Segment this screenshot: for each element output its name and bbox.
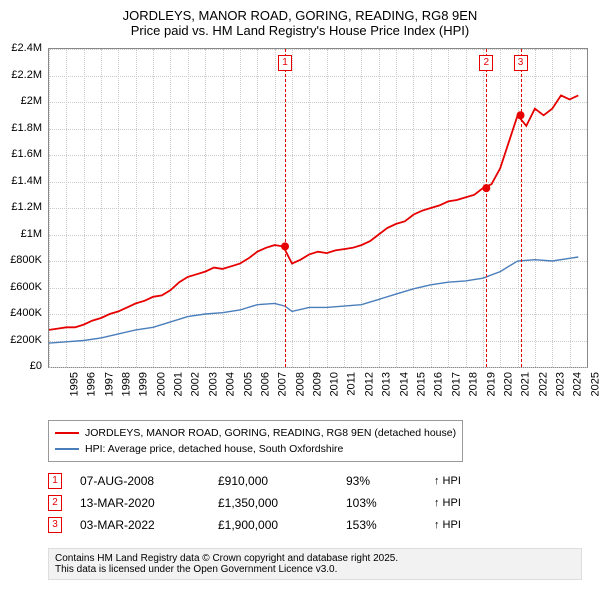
y-axis-label: £1.2M (0, 201, 42, 213)
x-axis-label: 2016 (433, 372, 445, 396)
y-axis-label: £2.4M (0, 42, 42, 54)
x-axis-label: 2009 (311, 372, 323, 396)
x-axis-label: 1996 (86, 372, 98, 396)
legend: JORDLEYS, MANOR ROAD, GORING, READING, R… (48, 420, 463, 462)
legend-swatch (55, 432, 79, 434)
table-trend: ↑ HPI (434, 475, 494, 487)
legend-label: HPI: Average price, detached house, Sout… (85, 443, 343, 455)
marker-vline (486, 49, 487, 367)
x-axis-label: 2000 (155, 372, 167, 396)
x-axis-label: 2015 (416, 372, 428, 396)
marker-box: 3 (514, 55, 528, 71)
table-marker-box: 2 (48, 495, 62, 511)
x-axis-label: 2025 (589, 372, 600, 396)
y-axis-label: £0 (0, 360, 42, 372)
chart-container: JORDLEYS, MANOR ROAD, GORING, READING, R… (0, 0, 600, 590)
x-axis-label: 2005 (242, 372, 254, 396)
y-axis-label: £2.2M (0, 69, 42, 81)
x-axis-label: 1995 (68, 372, 80, 396)
y-axis-label: £600K (0, 281, 42, 293)
x-axis-label: 2003 (207, 372, 219, 396)
y-axis-label: £1M (0, 228, 42, 240)
chart-svg (49, 49, 587, 367)
table-marker-box: 3 (48, 517, 62, 533)
y-axis-label: £1.6M (0, 148, 42, 160)
table-row: 1 07-AUG-2008 £910,000 93% ↑ HPI (48, 470, 494, 492)
x-axis-label: 2022 (537, 372, 549, 396)
chart-subtitle: Price paid vs. HM Land Registry's House … (0, 23, 600, 42)
x-axis-label: 2017 (450, 372, 462, 396)
marker-box: 1 (278, 55, 292, 71)
marker-vline (285, 49, 286, 367)
x-axis-label: 2014 (398, 372, 410, 396)
y-axis-label: £800K (0, 254, 42, 266)
x-axis-label: 2021 (520, 372, 532, 396)
marker-box: 2 (479, 55, 493, 71)
x-axis-label: 2007 (277, 372, 289, 396)
footer-line2: This data is licensed under the Open Gov… (55, 564, 575, 575)
x-axis-label: 1997 (103, 372, 115, 396)
x-axis-label: 2006 (259, 372, 271, 396)
legend-swatch (55, 448, 79, 450)
table-row: 2 13-MAR-2020 £1,350,000 103% ↑ HPI (48, 492, 494, 514)
legend-row: HPI: Average price, detached house, Sout… (55, 441, 456, 457)
legend-label: JORDLEYS, MANOR ROAD, GORING, READING, R… (85, 427, 456, 439)
x-axis-label: 2012 (364, 372, 376, 396)
table-marker-box: 1 (48, 473, 62, 489)
x-axis-label: 1999 (138, 372, 150, 396)
x-axis-label: 2018 (468, 372, 480, 396)
x-axis-label: 2010 (329, 372, 341, 396)
table-price: £1,350,000 (218, 496, 328, 510)
footer-attribution: Contains HM Land Registry data © Crown c… (48, 548, 582, 580)
x-axis-label: 1998 (121, 372, 133, 396)
legend-row: JORDLEYS, MANOR ROAD, GORING, READING, R… (55, 425, 456, 441)
marker-vline (521, 49, 522, 367)
table-price: £1,900,000 (218, 518, 328, 532)
x-axis-label: 2011 (345, 372, 357, 396)
table-date: 07-AUG-2008 (80, 474, 200, 488)
table-trend: ↑ HPI (434, 497, 494, 509)
footer-line1: Contains HM Land Registry data © Crown c… (55, 553, 575, 564)
grid-line-h (49, 367, 587, 368)
x-axis-label: 2004 (225, 372, 237, 396)
x-axis-label: 2013 (381, 372, 393, 396)
y-axis-label: £1.4M (0, 175, 42, 187)
table-row: 3 03-MAR-2022 £1,900,000 153% ↑ HPI (48, 514, 494, 536)
y-axis-label: £400K (0, 307, 42, 319)
x-axis-label: 2023 (554, 372, 566, 396)
plot-area: 1 2 3 (48, 48, 588, 368)
marker-table: 1 07-AUG-2008 £910,000 93% ↑ HPI 2 13-MAR-2020… (48, 470, 494, 536)
table-pct: 153% (346, 518, 416, 532)
series-line (49, 95, 578, 330)
chart-title: JORDLEYS, MANOR ROAD, GORING, READING, R… (0, 0, 600, 23)
y-axis-label: £200K (0, 334, 42, 346)
table-price: £910,000 (218, 474, 328, 488)
x-axis-label: 2002 (190, 372, 202, 396)
table-pct: 93% (346, 474, 416, 488)
y-axis-label: £2M (0, 95, 42, 107)
table-pct: 103% (346, 496, 416, 510)
x-axis-label: 2024 (572, 372, 584, 396)
series-line (49, 257, 578, 343)
table-date: 13-MAR-2020 (80, 496, 200, 510)
x-axis-label: 2008 (294, 372, 306, 396)
x-axis-label: 2001 (173, 372, 185, 396)
table-date: 03-MAR-2022 (80, 518, 200, 532)
x-axis-label: 2020 (502, 372, 514, 396)
x-axis-label: 2019 (485, 372, 497, 396)
table-trend: ↑ HPI (434, 519, 494, 531)
y-axis-label: £1.8M (0, 122, 42, 134)
